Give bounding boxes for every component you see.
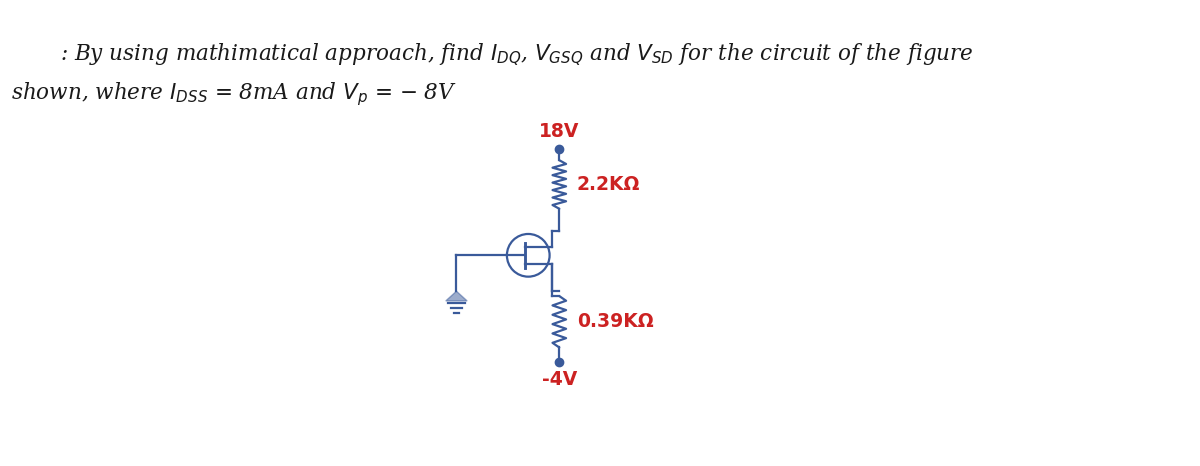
Polygon shape xyxy=(445,291,467,301)
Text: shown, where $I_{DSS}$ = 8mA and $V_p$ = − 8V: shown, where $I_{DSS}$ = 8mA and $V_p$ =… xyxy=(11,81,457,109)
Text: 0.39KΩ: 0.39KΩ xyxy=(577,312,653,331)
Text: 18V: 18V xyxy=(539,122,580,141)
Text: : By using mathimatical approach, find $I_{DQ}$, $V_{GSQ}$ and $V_{SD}$ for the : : By using mathimatical approach, find $… xyxy=(60,42,973,69)
Text: 2.2KΩ: 2.2KΩ xyxy=(577,175,640,194)
Text: -4V: -4V xyxy=(541,370,577,389)
